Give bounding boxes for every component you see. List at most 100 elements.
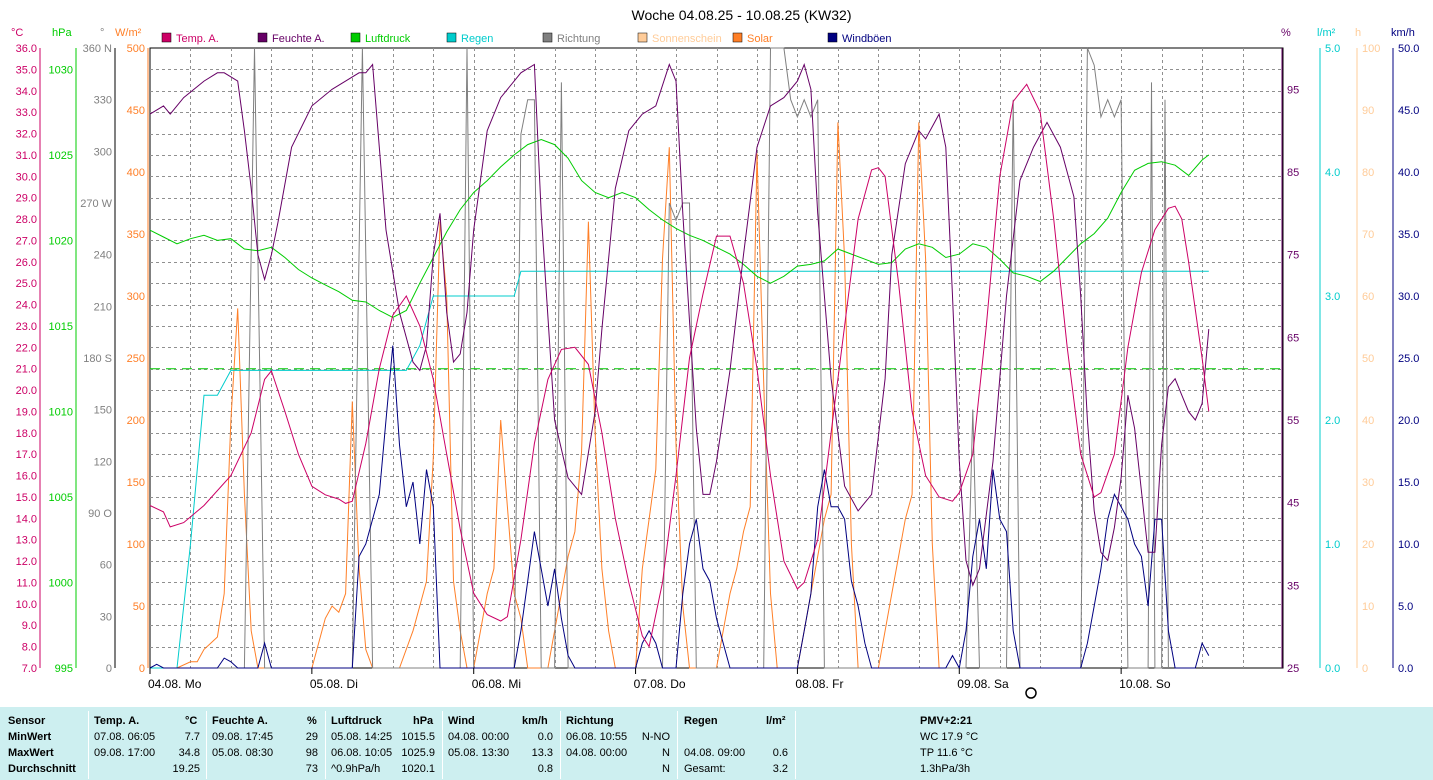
tick-label-temp: 14.0 [16,513,37,525]
pressure-max-value: 1025.9 [401,747,435,759]
pressure-unit: hPa [413,715,434,727]
temp-max-time: 09.08. 17:00 [94,747,156,759]
temp-max-value: 34.8 [178,747,200,759]
tick-label-humidity: 75 [1287,250,1299,262]
humidity-min-value: 29 [305,731,318,743]
tick-label-temp: 28.0 [16,214,37,226]
x-tick-label: 10.08. So [1119,677,1171,691]
tick-label-humidity: 65 [1287,332,1299,344]
direction-min-time: 06.08. 10:55 [566,731,628,743]
legend-label: Feuchte A. [272,33,325,45]
rain-total-value: 3.2 [772,763,788,775]
legend-label: Windböen [842,33,892,45]
pmv-pressure-trend: 1.3hPa/3h [920,763,971,775]
tick-label-direction: 90 O [88,508,112,520]
row-label-avg: Durchschnitt [8,763,76,775]
column-divider [442,711,443,779]
tick-label-temp: 10.0 [16,599,37,611]
tick-label-pressure: 1010 [49,406,73,418]
tick-label-temp: 29.0 [16,193,37,205]
tick-label-wind: 15.0 [1398,477,1419,489]
legend-swatch [350,32,361,43]
legend-swatch [637,32,648,43]
rain-total-label: Gesamt: [684,763,726,775]
plot-area [149,47,1284,669]
tick-label-temp: 9.0 [22,620,37,632]
tick-label-direction: 210 [94,301,112,313]
legend-swatch [257,32,268,43]
tick-label-temp: 22.0 [16,342,37,354]
tick-label-sunshine: 50 [1362,353,1374,365]
tick-label-sunshine: 20 [1362,539,1374,551]
tick-label-rain: 5.0 [1325,43,1340,55]
column-divider [206,711,207,779]
axis-unit-humidity: % [1281,27,1291,39]
humidity-unit: % [307,715,317,727]
tick-label-humidity: 45 [1287,498,1299,510]
tick-label-temp: 34.0 [16,86,37,98]
temp-avg-value: 19.25 [172,763,200,775]
legend-swatch [732,32,743,43]
tick-label-temp: 36.0 [16,43,37,55]
humidity-avg-value: 73 [305,763,318,775]
axis-unit-solar: W/m² [115,27,142,39]
pressure-min-value: 1015.5 [401,731,435,743]
pmv-windchill: WC 17.9 °C [920,731,979,743]
tick-label-sunshine: 80 [1362,167,1374,179]
tick-label-wind: 0.0 [1398,663,1413,675]
tick-label-humidity: 95 [1287,84,1299,96]
tick-label-solar: 300 [127,291,145,303]
series-line-windb-en [149,345,1210,670]
tick-label-pressure: 1005 [49,492,73,504]
legend-label: Luftdruck [365,33,411,45]
tick-label-sunshine: 30 [1362,477,1374,489]
column-divider [88,711,89,779]
tick-label-sunshine: 0 [1362,663,1368,675]
tick-label-wind: 40.0 [1398,167,1419,179]
tick-label-sunshine: 60 [1362,291,1374,303]
chart-svg: Woche 04.08.25 - 10.08.25 (KW32) Temp. A.… [11,7,1419,699]
row-label-sensor: Sensor [8,715,46,727]
pressure-header: Luftdruck [331,715,382,727]
tick-label-rain: 4.0 [1325,167,1340,179]
tick-label-direction: 30 [100,611,112,623]
humidity-header: Feuchte A. [212,715,268,727]
tick-label-humidity: 55 [1287,415,1299,427]
tick-label-wind: 45.0 [1398,105,1419,117]
tick-label-temp: 13.0 [16,535,37,547]
tick-label-temp: 31.0 [16,150,37,162]
tick-label-temp: 24.0 [16,300,37,312]
tick-label-pressure: 995 [55,663,73,675]
column-divider [325,711,326,779]
pmv-header: PMV+2:21 [920,715,973,727]
tick-label-direction: 330 [94,95,112,107]
humidity-max-value: 98 [305,747,318,759]
wind-min-value: 0.0 [537,731,553,743]
pressure-avg-value: 1020.1 [401,763,435,775]
tick-label-temp: 11.0 [16,577,37,589]
humidity-max-time: 05.08. 08:30 [212,747,274,759]
tick-label-sunshine: 90 [1362,105,1374,117]
series-line-feuchte-a- [149,62,1210,587]
compass-marker [1025,687,1037,699]
pmv-dewpoint: TP 11.6 °C [920,747,973,759]
tick-label-temp: 27.0 [16,235,37,247]
tick-label-rain: 2.0 [1325,415,1340,427]
tick-label-humidity: 25 [1287,663,1299,675]
tick-label-direction: 360 N [83,43,112,55]
tick-label-temp: 26.0 [16,257,37,269]
tick-label-solar: 400 [127,167,145,179]
tick-label-temp: 35.0 [16,64,37,76]
tick-label-direction: 240 [94,250,112,262]
x-tick-label: 08.08. Fr [795,677,843,691]
tick-label-solar: 150 [127,477,145,489]
tick-label-solar: 0 [139,663,145,675]
legend-label: Regen [461,33,493,45]
legend-swatch [446,32,457,43]
rain-max-value: 0.6 [772,747,788,759]
tick-label-temp: 33.0 [16,107,37,119]
tick-label-wind: 30.0 [1398,291,1419,303]
temp-unit: °C [185,715,198,727]
tick-label-direction: 120 [94,456,112,468]
axis-unit-wind: km/h [1391,27,1415,39]
